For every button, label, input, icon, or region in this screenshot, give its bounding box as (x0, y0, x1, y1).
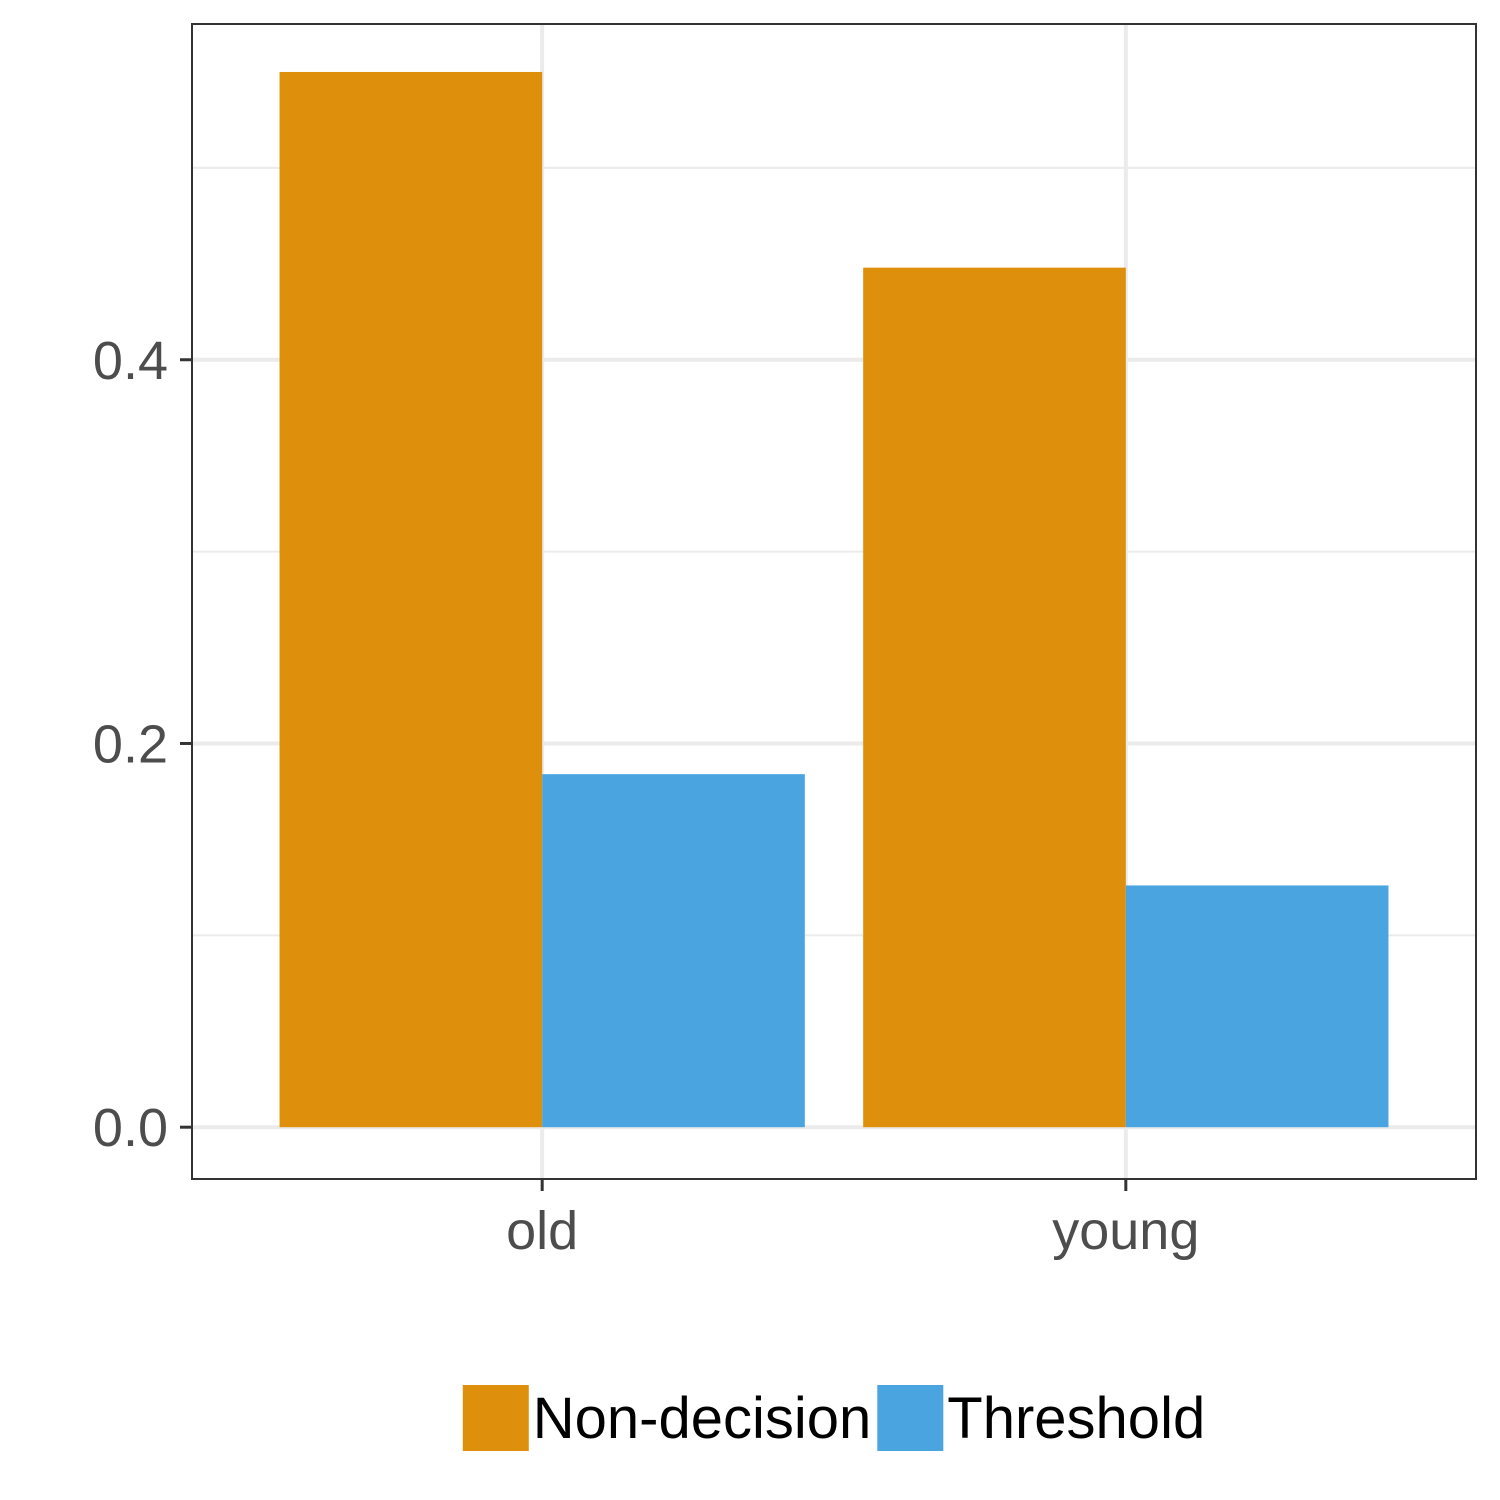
legend-key-threshold (877, 1385, 944, 1451)
x-tick-label: young (1052, 1201, 1199, 1261)
axes: 0.0 0.2 0.4 old young (93, 331, 1199, 1261)
legend: Non-decision Threshold (462, 1385, 1205, 1451)
bars (279, 71, 1389, 1128)
y-tick-label: 0.4 (93, 331, 168, 391)
bar-non-decision-young (863, 267, 1126, 1128)
y-tick-label: 0.2 (93, 714, 168, 774)
legend-label-threshold: Threshold (947, 1386, 1205, 1451)
bar-non-decision-old (279, 71, 543, 1128)
plot-border (191, 23, 1477, 1180)
bar-threshold-young (1125, 885, 1389, 1128)
x-tick-label: old (506, 1201, 578, 1261)
y-tick-label: 0.0 (93, 1098, 168, 1158)
legend-label-non-decision: Non-decision (533, 1386, 872, 1451)
bar-threshold-old (542, 774, 805, 1128)
legend-key-non-decision (462, 1385, 529, 1451)
